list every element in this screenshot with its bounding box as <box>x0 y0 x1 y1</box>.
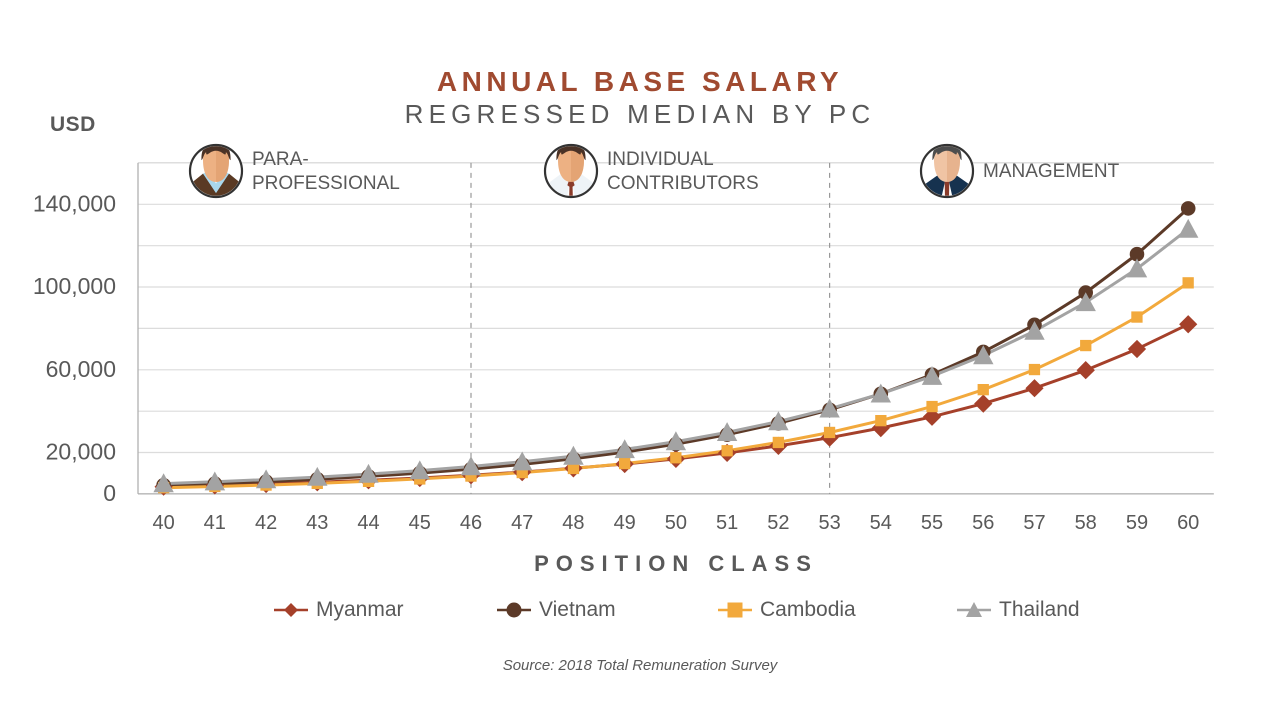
svg-text:PROFESSIONAL: PROFESSIONAL <box>252 173 400 194</box>
svg-text:54: 54 <box>870 512 892 534</box>
svg-text:PARA-: PARA- <box>252 149 309 170</box>
svg-text:44: 44 <box>357 512 379 534</box>
svg-text:CONTRIBUTORS: CONTRIBUTORS <box>607 173 759 194</box>
svg-text:48: 48 <box>562 512 584 534</box>
svg-text:59: 59 <box>1126 512 1148 534</box>
svg-text:45: 45 <box>409 512 431 534</box>
svg-text:60,000: 60,000 <box>46 356 116 382</box>
svg-text:57: 57 <box>1023 512 1045 534</box>
svg-text:47: 47 <box>511 512 533 534</box>
svg-text:20,000: 20,000 <box>46 439 116 465</box>
svg-text:46: 46 <box>460 512 482 534</box>
svg-text:MANAGEMENT: MANAGEMENT <box>983 161 1120 182</box>
svg-text:140,000: 140,000 <box>33 190 116 216</box>
svg-text:56: 56 <box>972 512 994 534</box>
svg-text:58: 58 <box>1075 512 1097 534</box>
svg-text:41: 41 <box>204 512 226 534</box>
svg-text:53: 53 <box>818 512 840 534</box>
svg-text:60: 60 <box>1177 512 1199 534</box>
svg-text:40: 40 <box>152 512 174 534</box>
svg-text:49: 49 <box>614 512 636 534</box>
svg-text:50: 50 <box>665 512 687 534</box>
svg-text:55: 55 <box>921 512 943 534</box>
svg-text:0: 0 <box>103 480 116 506</box>
svg-text:52: 52 <box>767 512 789 534</box>
svg-text:51: 51 <box>716 512 738 534</box>
svg-text:100,000: 100,000 <box>33 273 116 299</box>
svg-text:43: 43 <box>306 512 328 534</box>
svg-text:42: 42 <box>255 512 277 534</box>
svg-text:INDIVIDUAL: INDIVIDUAL <box>607 149 714 170</box>
